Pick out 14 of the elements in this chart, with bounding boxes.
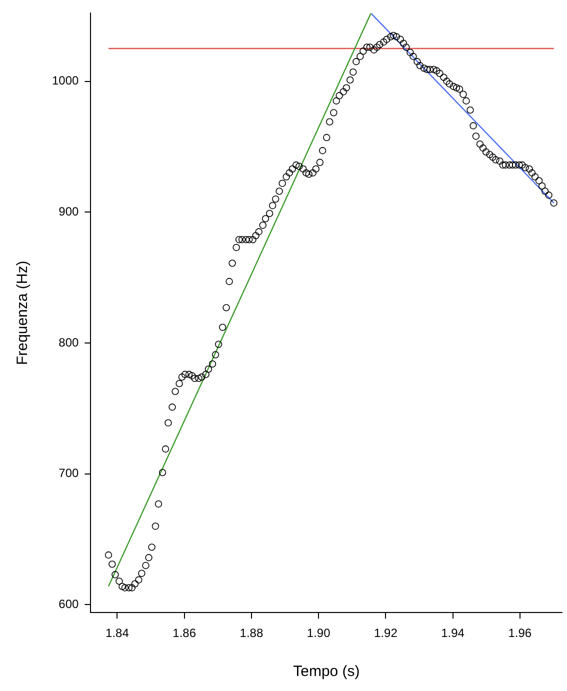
x-tick-label: 1.88	[240, 626, 264, 640]
x-tick-label: 1.92	[374, 626, 398, 640]
x-tick-label: 1.90	[306, 626, 331, 640]
y-axis-title: Frequenza (Hz)	[14, 260, 32, 365]
x-tick-label: 1.94	[441, 626, 465, 640]
y-tick-label: 800	[58, 335, 80, 350]
y-tick-label: 600	[58, 597, 80, 612]
y-tick-label: 900	[58, 204, 80, 218]
x-tick-label: 1.96	[508, 626, 532, 640]
x-axis-title: Tempo (s)	[293, 663, 360, 680]
x-tick-label: 1.84	[106, 626, 130, 640]
x-tick-label: 1.86	[172, 626, 196, 640]
y-tick-label: 1000	[52, 74, 80, 88]
y-tick-label: 700	[58, 466, 80, 480]
